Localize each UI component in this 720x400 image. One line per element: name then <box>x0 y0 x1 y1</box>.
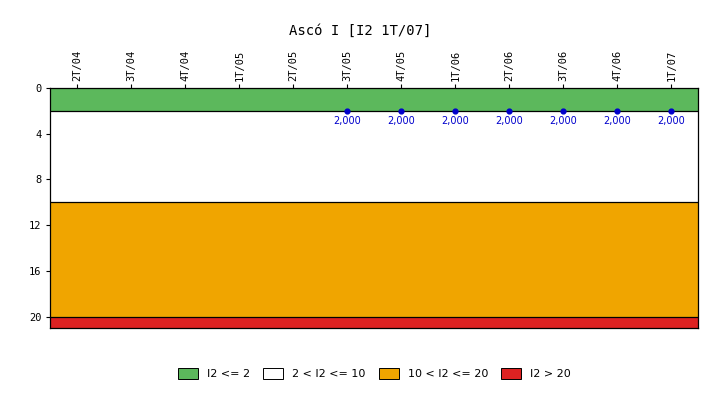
Text: 2,000: 2,000 <box>387 116 415 126</box>
Text: 2,000: 2,000 <box>657 116 685 126</box>
Bar <box>50 316 698 328</box>
Bar <box>50 111 698 202</box>
Text: 2,000: 2,000 <box>495 116 523 126</box>
Text: 2,000: 2,000 <box>441 116 469 126</box>
Bar <box>50 88 698 111</box>
Point <box>504 108 516 114</box>
Point <box>612 108 624 114</box>
Text: 2,000: 2,000 <box>549 116 577 126</box>
Text: 2,000: 2,000 <box>333 116 361 126</box>
Text: 2,000: 2,000 <box>603 116 631 126</box>
Point <box>557 108 569 114</box>
Bar <box>50 202 698 316</box>
Legend: I2 <= 2, 2 < I2 <= 10, 10 < I2 <= 20, I2 > 20: I2 <= 2, 2 < I2 <= 10, 10 < I2 <= 20, I2… <box>172 362 577 385</box>
Point <box>341 108 353 114</box>
Text: Ascó I [I2 1T/07]: Ascó I [I2 1T/07] <box>289 24 431 38</box>
Point <box>396 108 408 114</box>
Point <box>665 108 677 114</box>
Point <box>449 108 461 114</box>
